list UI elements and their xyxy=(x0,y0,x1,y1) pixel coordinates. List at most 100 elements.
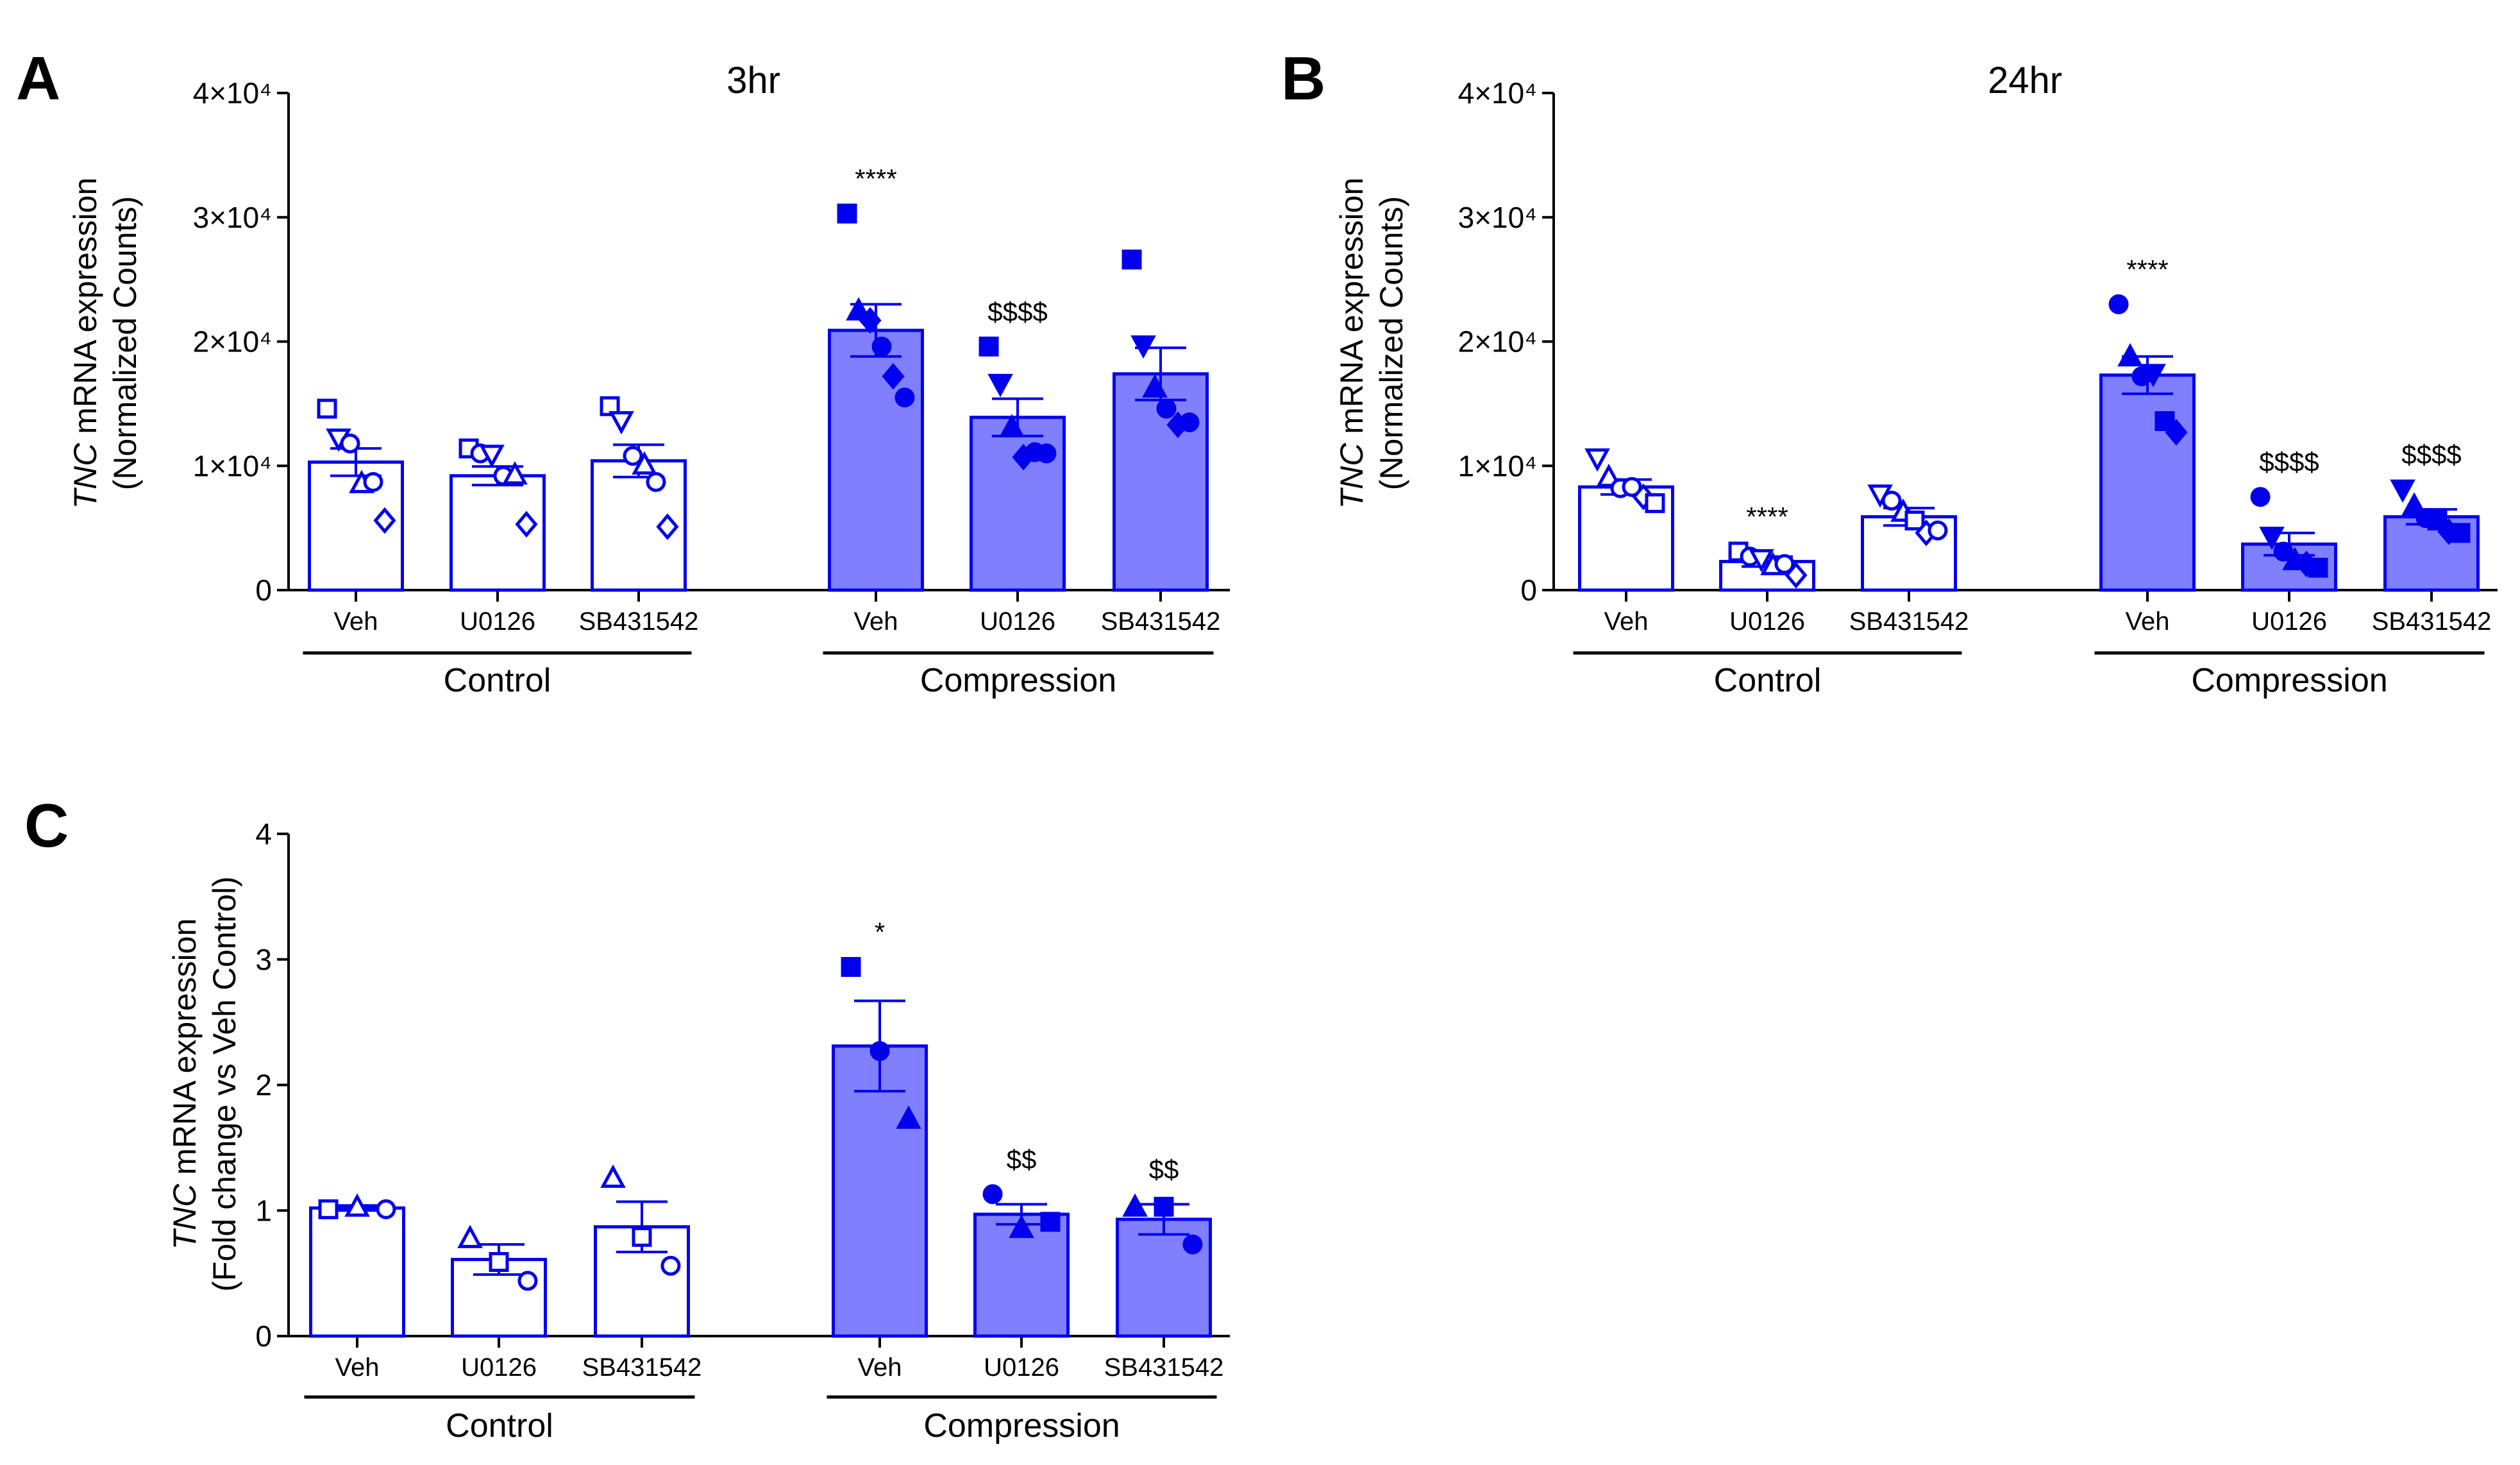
data-point xyxy=(1130,335,1156,359)
chart-title: 3hr xyxy=(727,60,780,101)
category-label: Veh xyxy=(1604,607,1649,636)
data-point xyxy=(2450,523,2471,543)
category-label: U0126 xyxy=(984,1353,1059,1382)
significance-label: $$$$ xyxy=(2401,439,2461,470)
data-point xyxy=(2117,343,2143,367)
data-point xyxy=(1036,443,1057,464)
significance-label: * xyxy=(875,917,885,947)
category-label: SB431542 xyxy=(579,607,699,636)
data-point xyxy=(859,307,882,334)
category-label: SB431542 xyxy=(1104,1353,1224,1382)
category-label: U0126 xyxy=(2251,607,2327,636)
data-point xyxy=(979,336,999,357)
data-point xyxy=(896,1105,921,1129)
y-tick-label: 1×10⁴ xyxy=(193,449,272,482)
data-point xyxy=(869,1041,890,1062)
bar xyxy=(970,416,1066,592)
data-point xyxy=(479,445,505,468)
y-tick-label: 4 xyxy=(255,817,272,851)
data-point xyxy=(1774,554,1795,574)
data-point xyxy=(317,398,337,419)
y-axis-label-gene: TNC xyxy=(167,1183,203,1250)
data-point xyxy=(846,297,871,321)
data-point xyxy=(623,446,643,466)
y-axis-label-text: mRNA expression xyxy=(67,178,103,443)
data-point xyxy=(841,956,861,977)
y-tick-label: 4×10⁴ xyxy=(1458,76,1537,110)
data-point xyxy=(882,362,905,390)
y-axis-label-text: mRNA expression xyxy=(1334,178,1370,443)
data-point xyxy=(987,373,1013,398)
data-point xyxy=(489,1252,509,1273)
data-point xyxy=(1904,511,1925,530)
bar xyxy=(2099,373,2196,592)
data-point xyxy=(515,511,538,538)
y-axis-label-line2: (Normalized Counts) xyxy=(107,196,143,490)
y-tick-label: 2×10⁴ xyxy=(1458,325,1537,359)
category-label: Veh xyxy=(2126,607,2170,636)
data-point xyxy=(837,203,857,224)
panel-a-label: A xyxy=(16,44,60,113)
data-point xyxy=(376,1199,396,1219)
category-label: SB431542 xyxy=(1849,607,1969,636)
data-point xyxy=(895,387,915,408)
data-point xyxy=(632,1226,652,1247)
significance-label: **** xyxy=(855,164,896,194)
data-point xyxy=(2273,541,2294,562)
group-label: Compression xyxy=(920,662,1116,699)
y-axis-label-gene: TNC xyxy=(1334,443,1370,509)
chart-panel-c: TNC mRNA expression (Fold change vs Veh C… xyxy=(167,817,1230,1444)
bar xyxy=(309,1206,405,1338)
data-point xyxy=(1142,374,1168,398)
category-label: SB431542 xyxy=(582,1353,702,1382)
data-point xyxy=(660,1255,681,1276)
data-point xyxy=(1154,1196,1174,1217)
data-point xyxy=(1009,1214,1034,1239)
y-tick-label: 1×10⁴ xyxy=(1458,449,1537,482)
data-point xyxy=(656,513,679,540)
data-point xyxy=(999,414,1025,437)
data-point xyxy=(1881,491,1902,511)
group-label: Control xyxy=(1714,662,1822,699)
bar xyxy=(832,1044,928,1338)
group-label: Compression xyxy=(2191,662,2387,699)
data-point xyxy=(646,471,666,492)
data-point xyxy=(2140,364,2166,387)
category-label: Veh xyxy=(335,1353,380,1382)
y-axis-label-line2: (Fold change vs Veh Control) xyxy=(206,876,242,1292)
data-point xyxy=(373,507,396,534)
data-point xyxy=(1040,1212,1061,1232)
significance-label: $$ xyxy=(1149,1154,1179,1184)
data-point xyxy=(2259,527,2285,550)
panel-c-label: C xyxy=(24,792,69,860)
data-point xyxy=(502,461,528,485)
data-point xyxy=(457,1224,483,1248)
y-tick-label: 0 xyxy=(1520,573,1537,607)
y-tick-label: 2×10⁴ xyxy=(193,325,272,359)
y-tick-label: 4×10⁴ xyxy=(193,76,272,110)
data-point xyxy=(1179,412,1200,432)
y-tick-label: 3×10⁴ xyxy=(193,201,272,234)
data-point xyxy=(318,1199,339,1219)
significance-label: $$$$ xyxy=(2259,447,2319,477)
y-axis-label: TNC mRNA expression (Fold change vs Veh C… xyxy=(167,876,242,1292)
data-point xyxy=(2401,492,2427,516)
data-point xyxy=(871,336,892,357)
data-point xyxy=(632,451,657,475)
y-axis-label-line1: TNC mRNA expression xyxy=(67,178,103,509)
chart-title: 24hr xyxy=(1988,60,2062,101)
data-point xyxy=(1584,448,1610,472)
significance-label: **** xyxy=(2126,254,2168,284)
y-tick-label: 0 xyxy=(255,573,272,607)
category-label: U0126 xyxy=(461,1353,537,1382)
significance-label: $$ xyxy=(1007,1144,1037,1174)
category-label: Veh xyxy=(858,1353,902,1382)
data-point xyxy=(363,471,383,492)
y-axis-label: TNC mRNA expression (Normalized Counts) xyxy=(1334,178,1409,509)
category-label: Veh xyxy=(854,607,898,636)
data-point xyxy=(609,411,634,435)
data-point xyxy=(1622,477,1642,497)
category-label: U0126 xyxy=(1729,607,1805,636)
data-point xyxy=(1182,1234,1203,1255)
group-label: Control xyxy=(444,662,551,699)
